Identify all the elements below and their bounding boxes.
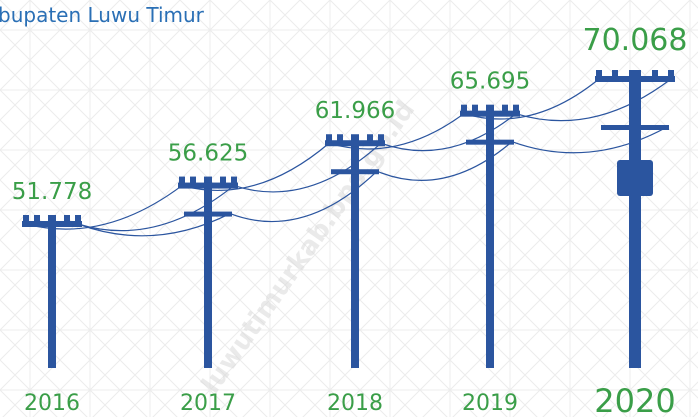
insulator: [612, 70, 618, 78]
insulator: [231, 177, 237, 185]
insulator: [652, 70, 658, 78]
crossarm: [595, 76, 675, 82]
value-label: 65.695: [450, 69, 530, 95]
x-tick-label: 2019: [462, 391, 518, 416]
insulator: [367, 134, 373, 142]
insulator: [23, 215, 29, 223]
crossarm: [460, 111, 520, 117]
insulator: [596, 70, 602, 78]
value-label: 51.778: [12, 179, 92, 205]
insulator: [461, 105, 467, 113]
x-tick-label: 2018: [327, 391, 383, 416]
crossarm: [331, 169, 379, 174]
insulator: [190, 177, 196, 185]
crossarm: [178, 183, 238, 189]
pole: [629, 70, 641, 368]
value-label: 56.625: [168, 141, 248, 167]
pole: [48, 215, 56, 368]
insulator: [75, 215, 81, 223]
insulator: [472, 105, 478, 113]
chart: bupaten Luwu Timur luwutimurkab.bps.go.i…: [0, 0, 698, 417]
x-tick-label: 2020: [594, 382, 675, 417]
x-tick-label: 2017: [180, 391, 236, 416]
crossarm: [22, 221, 82, 227]
value-label: 61.966: [315, 98, 395, 124]
insulator: [337, 134, 343, 142]
insulator: [64, 215, 70, 223]
pole: [204, 177, 212, 368]
insulator: [326, 134, 332, 142]
crossarm: [466, 140, 514, 145]
insulator: [378, 134, 384, 142]
crossarm: [325, 140, 385, 146]
insulator: [513, 105, 519, 113]
transformer: [617, 160, 653, 196]
insulator: [668, 70, 674, 78]
insulator: [220, 177, 226, 185]
insulator: [179, 177, 185, 185]
crossarm: [601, 125, 669, 130]
insulator: [502, 105, 508, 113]
chart-title: bupaten Luwu Timur: [0, 3, 205, 27]
insulator: [34, 215, 40, 223]
crossarm: [184, 212, 232, 217]
x-tick-label: 2016: [24, 391, 80, 416]
value-label: 70.068: [583, 23, 688, 58]
